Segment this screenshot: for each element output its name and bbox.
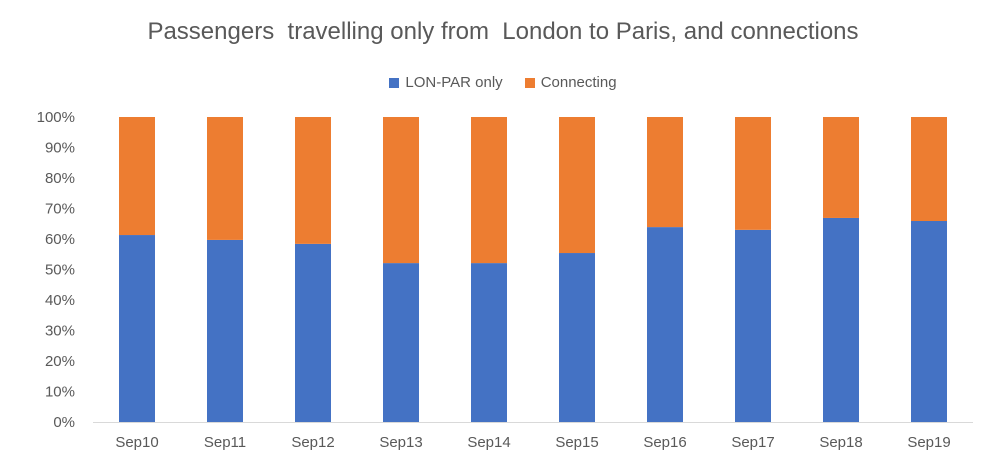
bar-lon-par-sep18: [823, 217, 859, 422]
bar-connecting-sep11: [207, 117, 243, 240]
x-tick-label: Sep16: [643, 434, 686, 451]
y-tick-label: 100%: [37, 109, 75, 126]
y-tick-label: 60%: [45, 231, 75, 248]
bar-lon-par-sep14: [471, 263, 507, 422]
x-tick-label: Sep18: [819, 434, 862, 451]
y-tick-label: 30%: [45, 323, 75, 340]
y-tick-label: 50%: [45, 262, 75, 279]
legend-label: Connecting: [540, 74, 617, 91]
bar-lon-par-sep15: [559, 253, 595, 422]
legend: LON-PAR only Connecting: [0, 74, 1006, 91]
x-tick-label: Sep19: [907, 434, 950, 451]
chart-title: Passengers travelling only from London t…: [147, 18, 859, 45]
y-tick-label: 40%: [45, 292, 75, 309]
bar-lon-par-sep16: [647, 227, 683, 422]
bar-connecting-sep18: [823, 117, 859, 218]
legend-label: LON-PAR only: [405, 74, 503, 91]
bar-connecting-sep14: [471, 117, 507, 264]
y-tick-label: 0%: [53, 414, 75, 431]
x-tick-label: Sep13: [379, 434, 422, 451]
y-tick-label: 10%: [45, 384, 75, 401]
bar-connecting-sep10: [119, 117, 155, 236]
bar-lon-par-sep17: [735, 229, 771, 422]
y-tick-label: 80%: [45, 170, 75, 187]
bar-connecting-sep12: [295, 117, 331, 244]
legend-swatch-connecting: [524, 77, 535, 88]
bar-connecting-sep17: [735, 117, 771, 230]
legend-item-connecting: Connecting: [524, 74, 617, 91]
y-tick-label: 20%: [45, 353, 75, 370]
bar-lon-par-sep13: [383, 263, 419, 422]
bar-lon-par-sep12: [295, 243, 331, 422]
bar-connecting-sep16: [647, 117, 683, 228]
legend-item-lon-par: LON-PAR only: [389, 74, 503, 91]
x-tick-label: Sep10: [115, 434, 158, 451]
bar-connecting-sep13: [383, 117, 419, 264]
x-tick-label: Sep12: [291, 434, 334, 451]
bar-lon-par-sep10: [119, 235, 155, 422]
bar-lon-par-sep19: [911, 221, 947, 422]
legend-swatch-lon-par: [389, 77, 400, 88]
x-tick-label: Sep15: [555, 434, 598, 451]
y-tick-label: 90%: [45, 140, 75, 157]
y-tick-label: 70%: [45, 201, 75, 218]
bar-lon-par-sep11: [207, 239, 243, 422]
bar-connecting-sep15: [559, 117, 595, 254]
bar-connecting-sep19: [911, 117, 947, 222]
x-tick-label: Sep14: [467, 434, 510, 451]
x-tick-label: Sep11: [204, 434, 246, 451]
x-tick-label: Sep17: [731, 434, 774, 451]
